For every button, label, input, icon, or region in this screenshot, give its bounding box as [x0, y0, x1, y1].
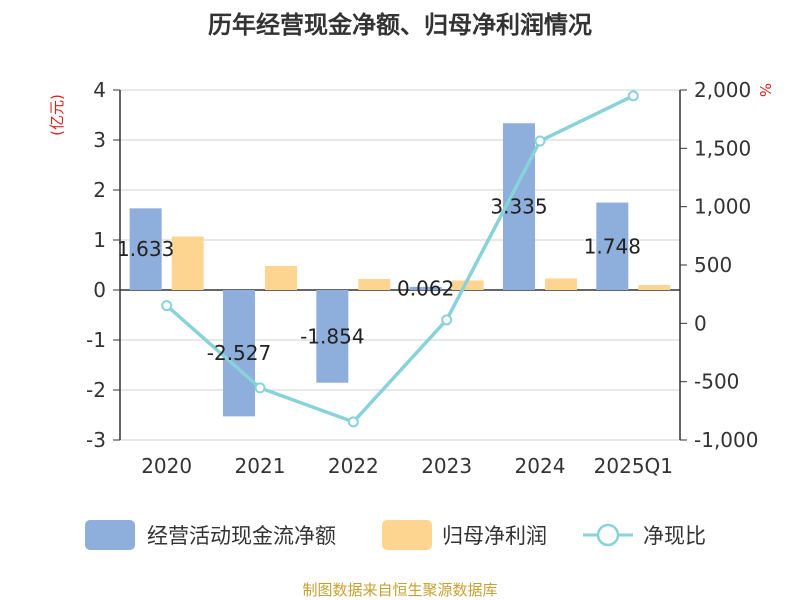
data-label-cash-flow: 0.062: [397, 276, 454, 300]
ratio-point: [347, 416, 359, 428]
legend-swatch-ratio-marker: [596, 523, 620, 547]
bars: [129, 123, 671, 417]
data-label-cash-flow: 1.748: [584, 234, 641, 258]
data-label-cash-flow: 3.335: [490, 195, 547, 219]
x-tick-label: 2021: [235, 454, 286, 478]
y-tick-label-right: -1,000: [694, 428, 758, 452]
y-tick-label-right: 2,000: [694, 78, 751, 102]
y-tick-label-left: -2: [86, 378, 106, 402]
y-axis-unit-right: %: [756, 83, 774, 97]
bar-cash-flow: [129, 208, 162, 290]
legend-label-cash-flow: 经营活动现金流净额: [147, 524, 336, 548]
ratio-line-path: [165, 94, 635, 424]
legend-label-net-profit: 归母净利润: [442, 524, 547, 548]
y-tick-label-right: 0: [694, 311, 707, 335]
bar-net-profit: [545, 278, 577, 290]
data-label-cash-flow: -2.527: [207, 341, 271, 365]
legend-swatch-cash-flow: [85, 520, 135, 550]
y-tick-label-right: 1,500: [694, 136, 751, 160]
ratio-point: [161, 300, 173, 312]
ratio-point: [441, 314, 453, 326]
y-tick-label-left: 1: [93, 228, 106, 252]
bar-net-profit: [451, 280, 484, 290]
y-tick-label-left: 4: [93, 78, 106, 102]
y-axis-unit-left: (亿元): [48, 94, 66, 136]
legend-swatch-net-profit: [382, 520, 432, 550]
chart-title: 历年经营现金净额、归母净利润情况: [208, 11, 592, 39]
x-tick-label: 2020: [141, 454, 192, 478]
x-tick-label: 2022: [328, 454, 379, 478]
legend: 经营活动现金流净额 归母净利润 净现比: [85, 520, 706, 550]
axes: 4 3 2 1 0 -1 -2 -3 2,000 1,500 1,000 500 0 -500 -1,000…: [86, 78, 758, 478]
x-tick-label: 2023: [421, 454, 472, 478]
y-tick-label-right: -500: [694, 370, 739, 394]
data-label-cash-flow: -1.854: [300, 324, 364, 348]
bar-net-profit: [358, 279, 391, 290]
bar-net-profit: [265, 266, 297, 290]
legend-label-ratio: 净现比: [643, 524, 706, 548]
y-tick-label-left: -3: [86, 428, 106, 452]
ratio-point: [627, 90, 639, 102]
y-tick-label-right: 500: [694, 253, 732, 277]
x-tick-label: 2024: [515, 454, 566, 478]
bar-cash-flow: [223, 290, 255, 417]
y-tick-label-left: 3: [93, 128, 106, 152]
y-tick-label-left: 2: [93, 178, 106, 202]
data-labels: 1.633 -2.527 -1.854 0.062 3.335 1.748: [117, 195, 641, 366]
y-tick-label-left: 0: [93, 278, 106, 302]
y-tick-label-left: -1: [86, 328, 106, 352]
bar-net-profit: [638, 285, 671, 290]
data-source-note: 制图数据来自恒生聚源数据库: [302, 581, 497, 599]
ratio-line: [161, 90, 639, 428]
bar-cash-flow: [316, 290, 349, 383]
bar-cash-flow: [596, 202, 629, 290]
bar-net-profit: [171, 236, 204, 290]
bar-cash-flow: [503, 123, 535, 290]
data-label-cash-flow: 1.633: [117, 237, 174, 261]
grid: [120, 89, 680, 441]
bar-cash-flow: [409, 286, 442, 290]
ratio-point: [534, 135, 546, 147]
ratio-point: [254, 382, 266, 394]
y-tick-label-right: 1,000: [694, 195, 751, 219]
x-tick-label: 2025Q1: [594, 454, 673, 478]
